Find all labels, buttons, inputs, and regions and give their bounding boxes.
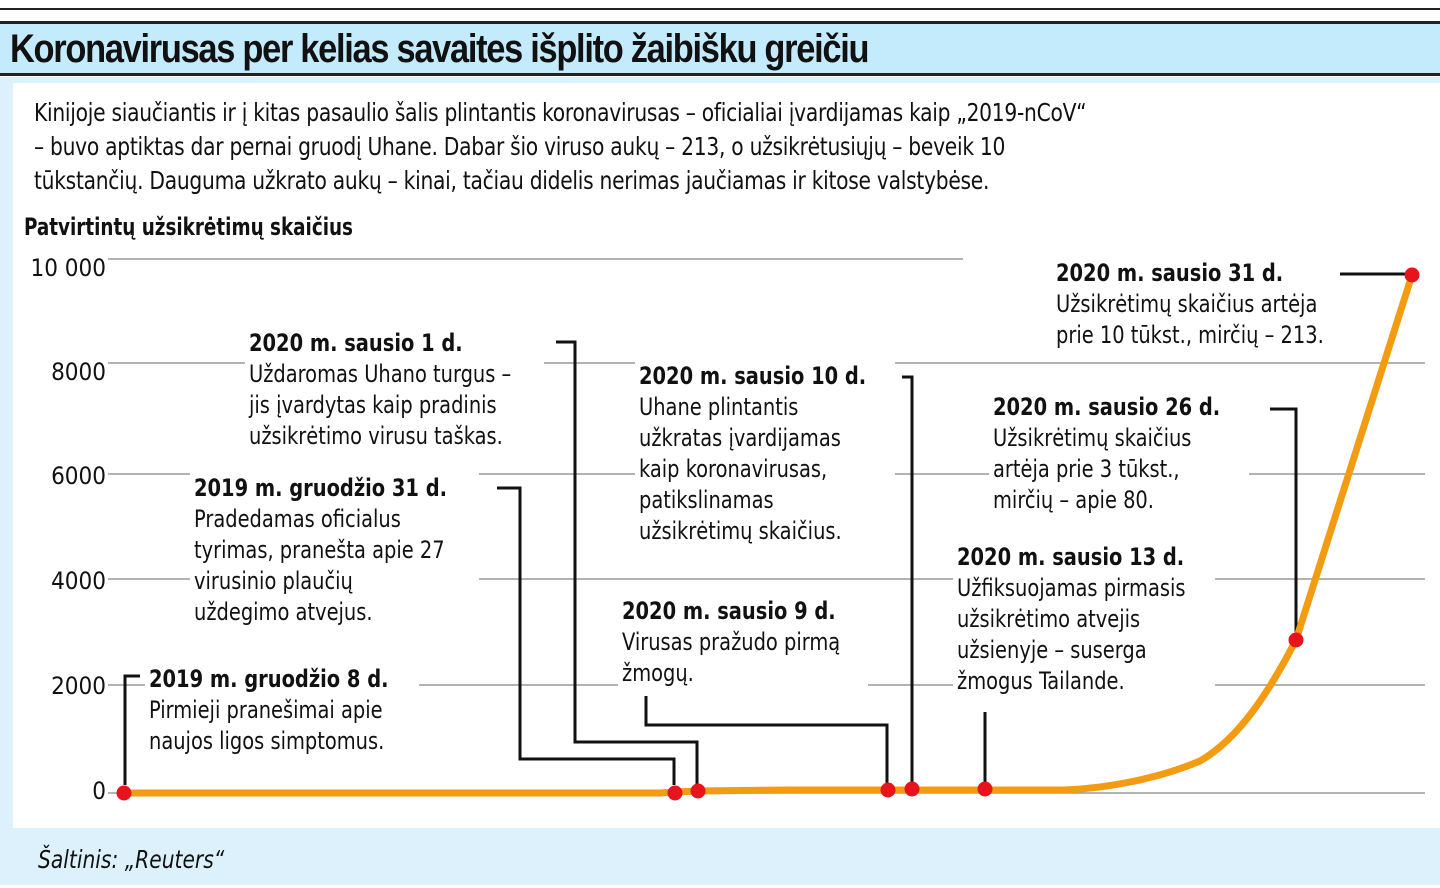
intro-line: Kinijoje siaučiantis ir į kitas pasaulio… <box>34 98 1087 127</box>
annotation-jan-26: 2020 m. sausio 26 d. Užsikrėtimų skaičiu… <box>989 392 1250 516</box>
intro-paragraph: Kinijoje siaučiantis ir į kitas pasaulio… <box>34 96 1434 198</box>
annotation-jan-10: 2020 m. sausio 10 d. Uhane plintantis už… <box>635 361 896 547</box>
y-tick-8000: 8000 <box>51 358 106 386</box>
y-tick-0: 0 <box>92 777 106 805</box>
source-credit: Šaltinis: „Reuters“ <box>38 845 225 874</box>
intro-line: tūkstančių. Dauguma užkrato aukų – kinai… <box>34 166 990 195</box>
title-bar: Koronavirusas per kelias savaites išplit… <box>0 21 1440 76</box>
annotation-jan-1: 2020 m. sausio 1 d. Uždaromas Uhano turg… <box>245 328 545 452</box>
y-axis-label: Patvirtintų užsikrėtimų skaičius <box>24 213 353 241</box>
annotation-jan-9: 2020 m. sausio 9 d. Virusas pražudo pirm… <box>618 596 869 689</box>
intro-line: – buvo aptiktas dar pernai gruodį Uhane.… <box>34 132 1006 161</box>
y-tick-6000: 6000 <box>51 462 106 490</box>
annotation-jan-31: 2020 m. sausio 31 d. Užsikrėtimų skaičiu… <box>1052 258 1358 351</box>
y-tick-10000: 10 000 <box>30 254 106 282</box>
y-tick-2000: 2000 <box>51 672 106 700</box>
y-tick-4000: 4000 <box>51 567 106 595</box>
annotation-dec-31: 2019 m. gruodžio 31 d. Pradedamas oficia… <box>190 473 480 628</box>
annotation-jan-13: 2020 m. sausio 13 d. Užfiksuojamas pirma… <box>953 542 1215 697</box>
top-rule <box>0 8 1440 10</box>
annotation-dec-8: 2019 m. gruodžio 8 d. Pirmieji pranešima… <box>145 664 420 757</box>
page-title: Koronavirusas per kelias savaites išplit… <box>10 27 869 71</box>
